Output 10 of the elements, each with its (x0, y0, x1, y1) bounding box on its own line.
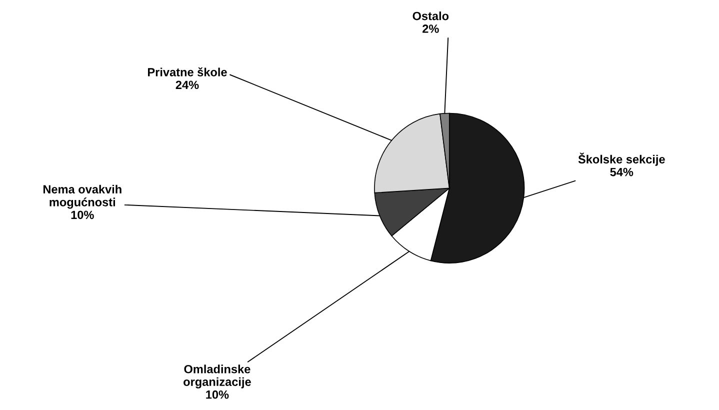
data-label: 24% (176, 80, 199, 90)
slice-label: Ostalo (412, 12, 449, 20)
data-label: 10% (71, 210, 94, 220)
slice-label: Nema ovakvih mogućnosti (43, 184, 122, 209)
data-label: 10% (206, 390, 229, 399)
slice-label: Omladinske organizacije (184, 364, 251, 388)
data-label: 2% (422, 24, 439, 33)
slice-label: Privatne škole (148, 67, 227, 76)
slice-label: Školske sekcije (578, 152, 665, 166)
data-label: 54% (610, 168, 634, 176)
